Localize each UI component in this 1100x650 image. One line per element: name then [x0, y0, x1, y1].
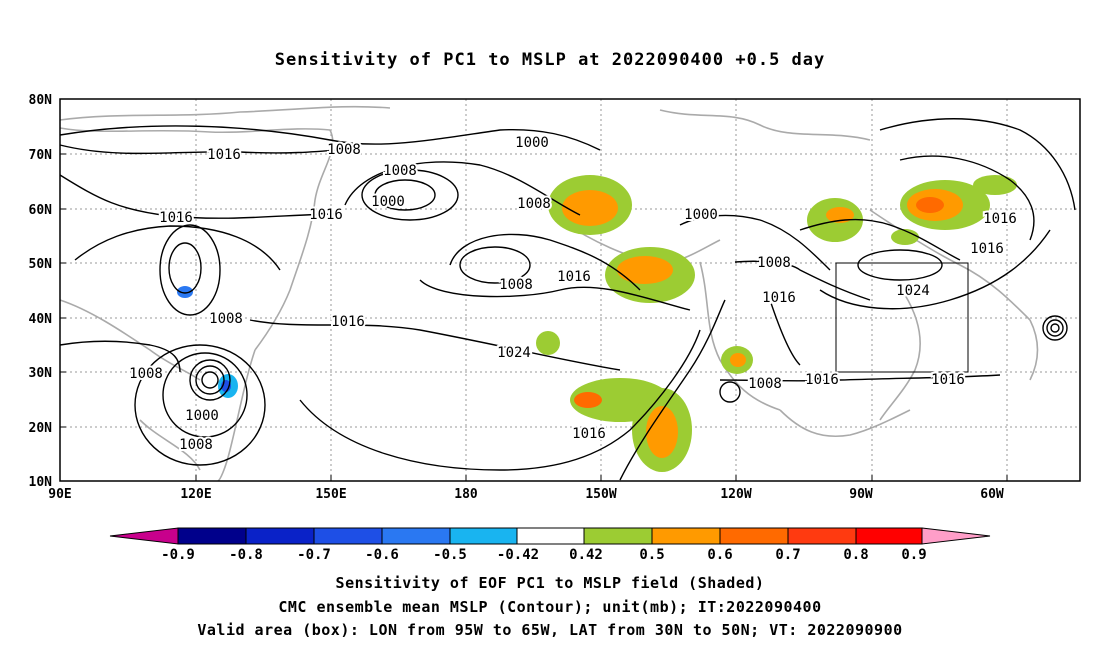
colorbar-segment	[449, 527, 518, 545]
colorbar-labels: -0.9 -0.8 -0.7 -0.6 -0.5 -0.42 0.42 0.5 …	[161, 547, 927, 563]
contour-label: 1016	[970, 241, 1004, 257]
lon-label: 150W	[585, 487, 616, 502]
contour-label: 1016	[207, 147, 241, 163]
colorbar-segment	[177, 527, 247, 545]
caption-shading: Sensitivity of EOF PC1 to MSLP field (Sh…	[335, 574, 765, 592]
contour-label: 1008	[757, 255, 791, 271]
contour-label: 1016	[331, 314, 365, 330]
longitude-labels: 90E 120E 150E 180 150W 120W 90W 60W	[48, 487, 1004, 502]
contour-label: 1016	[309, 207, 343, 223]
caption-valid-area: Valid area (box): LON from 95W to 65W, L…	[197, 621, 903, 639]
lon-label: 120E	[180, 487, 211, 502]
contour-label: 1008	[517, 196, 551, 212]
contour-label: 1008	[179, 437, 213, 453]
axis-ticks	[60, 98, 1008, 481]
contour-label: 1008	[209, 311, 243, 327]
lat-label: 80N	[29, 93, 53, 108]
lat-label: 50N	[29, 257, 53, 272]
colorbar-label: 0.8	[843, 547, 868, 563]
chart-title: Sensitivity of PC1 to MSLP at 2022090400…	[274, 50, 826, 70]
contour-label: 1000	[684, 207, 718, 223]
lon-label: 120W	[720, 487, 751, 502]
contour-label: 1016	[159, 210, 193, 226]
colorbar-segment	[787, 527, 857, 545]
sensitivity-shading	[177, 175, 1017, 472]
lon-label: 90W	[849, 487, 873, 502]
contour-label: 1008	[499, 277, 533, 293]
contour-label: 1000	[371, 194, 405, 210]
colorbar-label: 0.42	[569, 547, 603, 563]
latitude-labels: 80N 70N 60N 50N 40N 30N 20N 10N	[29, 93, 53, 490]
colorbar-segment	[583, 527, 653, 545]
valid-area-box	[835, 262, 969, 373]
colorbar-label: -0.8	[229, 547, 263, 563]
colorbar-label: 0.9	[901, 547, 926, 563]
lat-label: 40N	[29, 312, 53, 327]
contour-label: 1008	[129, 366, 163, 382]
contour-label: 1016	[983, 211, 1017, 227]
lat-label: 60N	[29, 203, 53, 218]
colorbar-label: -0.5	[433, 547, 467, 563]
contour-label: 1024	[896, 283, 930, 299]
contour-label: 1016	[572, 426, 606, 442]
contour-label: 1016	[557, 269, 591, 285]
contour-label: 1008	[748, 376, 782, 392]
colorbar-segment	[313, 527, 383, 545]
contour-label: 1024	[497, 345, 531, 361]
colorbar-label: -0.9	[161, 547, 195, 563]
contour-label: 1008	[383, 163, 417, 179]
colorbar	[109, 527, 991, 545]
contour-label: 1000	[185, 408, 219, 424]
colorbar-under-arrow	[109, 527, 179, 545]
contour-label: 1016	[931, 372, 965, 388]
lon-label: 90E	[48, 487, 71, 502]
colorbar-segment	[719, 527, 789, 545]
colorbar-label: -0.42	[497, 547, 539, 563]
lon-label: 180	[454, 487, 478, 502]
colorbar-segment	[516, 527, 585, 545]
colorbar-segment	[381, 527, 451, 545]
colorbar-label: 0.7	[775, 547, 800, 563]
colorbar-segment	[855, 527, 923, 545]
lon-label: 60W	[980, 487, 1004, 502]
contour-label: 1016	[805, 372, 839, 388]
caption-contour: CMC ensemble mean MSLP (Contour); unit(m…	[278, 598, 822, 616]
contour-label: 1000	[515, 135, 549, 151]
mslp-contours	[59, 118, 1076, 481]
contour-label: 1016	[762, 290, 796, 306]
colorbar-label: 0.5	[639, 547, 664, 563]
lat-label: 20N	[29, 421, 53, 436]
colorbar-segment	[651, 527, 721, 545]
lon-label: 150E	[315, 487, 346, 502]
lat-label: 30N	[29, 366, 53, 381]
colorbar-label: -0.6	[365, 547, 399, 563]
colorbar-segment	[245, 527, 315, 545]
contour-label: 1008	[327, 142, 361, 158]
colorbar-label: 0.6	[707, 547, 732, 563]
lat-label: 70N	[29, 148, 53, 163]
colorbar-label: -0.7	[297, 547, 331, 563]
map-frame	[59, 98, 1081, 482]
lat-label: 10N	[29, 475, 53, 490]
contour-labels: 1016 1008 1000 1008 1000 1016 1016 1008 …	[127, 133, 1019, 455]
colorbar-over-arrow	[921, 527, 991, 545]
